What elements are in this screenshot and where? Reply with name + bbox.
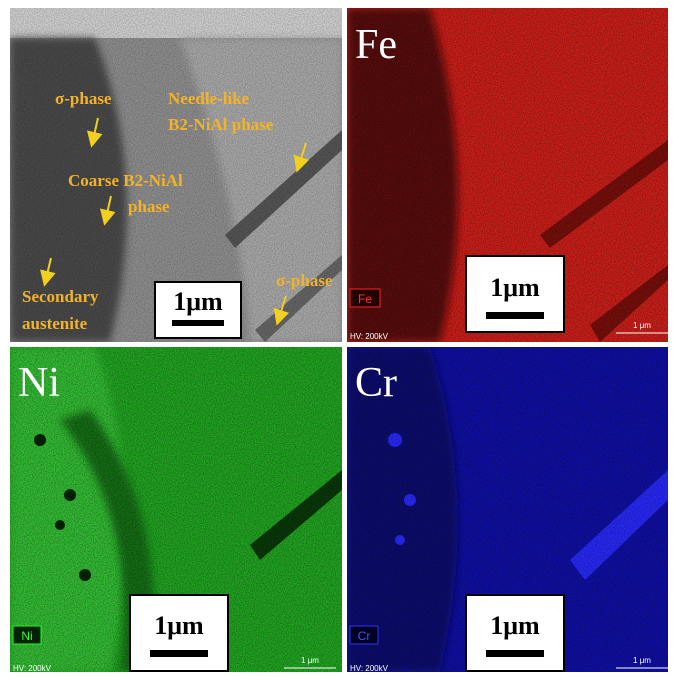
micrograph-panel: σ-phase Needle-like B2-NiAl phase Coarse… bbox=[10, 8, 342, 342]
micro-scale-label: 1 μm bbox=[633, 321, 651, 330]
annotation: B2-NiAl phase bbox=[168, 115, 274, 134]
scale-bar-label: 1μm bbox=[490, 273, 540, 302]
element-tag: Ni bbox=[21, 629, 32, 643]
ni-map-panel: Ni Ni HV: 200kV 1 μm 1μm bbox=[10, 347, 342, 673]
annotation: σ-phase bbox=[276, 271, 333, 290]
element-label: Ni bbox=[18, 360, 60, 406]
scale-bar-label: 1μm bbox=[154, 611, 204, 640]
scale-bar bbox=[150, 650, 208, 657]
scale-bar bbox=[486, 312, 544, 319]
scale-bar-label: 1μm bbox=[490, 611, 540, 640]
annotation: σ-phase bbox=[55, 89, 112, 108]
annotation: phase bbox=[128, 197, 170, 216]
annotation: Coarse B2-NiAl bbox=[68, 171, 183, 190]
hv-label: HV: 200kV bbox=[13, 664, 52, 673]
annotation: Secondary bbox=[22, 287, 99, 306]
annotation: Needle-like bbox=[168, 89, 250, 108]
figure: σ-phase Needle-like B2-NiAl phase Coarse… bbox=[0, 0, 673, 677]
cr-map-panel: Cr Cr HV: 200kV 1 μm 1μm bbox=[347, 347, 668, 673]
micro-scale-label: 1 μm bbox=[633, 656, 651, 665]
scale-bar-label: 1μm bbox=[173, 287, 223, 316]
scale-bar bbox=[486, 650, 544, 657]
annotation: austenite bbox=[22, 314, 88, 333]
element-tag: Fe bbox=[358, 292, 372, 306]
hv-label: HV: 200kV bbox=[350, 664, 389, 673]
micro-scale-label: 1 μm bbox=[301, 656, 319, 665]
element-label: Fe bbox=[355, 22, 397, 68]
element-tag: Cr bbox=[358, 629, 371, 643]
scale-bar bbox=[172, 320, 224, 326]
hv-label: HV: 200kV bbox=[350, 332, 389, 341]
fe-map-panel: Fe Fe HV: 200kV 1 μm 1μm bbox=[347, 8, 668, 342]
element-label: Cr bbox=[355, 360, 397, 406]
